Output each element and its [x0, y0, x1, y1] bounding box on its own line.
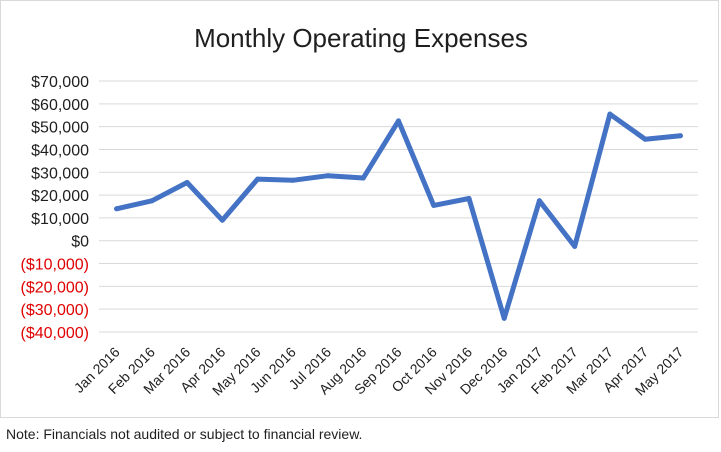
data-point — [607, 111, 613, 117]
data-point — [396, 118, 401, 124]
footnote: Note: Financials not audited or subject … — [6, 426, 363, 442]
chart-title: Monthly Operating Expenses — [194, 23, 528, 53]
y-tick-label: $40,000 — [31, 142, 89, 159]
data-point — [572, 243, 578, 249]
data-point — [255, 176, 261, 182]
expenses-series-line — [114, 111, 683, 321]
data-point — [431, 202, 437, 208]
y-tick-label: ($20,000) — [21, 279, 90, 296]
y-tick-label: ($10,000) — [21, 257, 90, 274]
data-point — [466, 196, 472, 202]
data-point — [290, 177, 296, 183]
y-tick-label: $10,000 — [31, 211, 89, 228]
data-point — [360, 175, 366, 181]
y-tick-label: $60,000 — [31, 97, 89, 114]
line-chart: Monthly Operating Expenses $70,000 $60,00… — [21, 23, 698, 399]
data-point — [501, 315, 507, 321]
data-point — [536, 198, 542, 204]
data-point — [325, 173, 331, 179]
data-points — [114, 111, 683, 321]
data-point — [219, 217, 225, 223]
y-tick-label: $70,000 — [31, 74, 89, 91]
y-tick-label: $20,000 — [31, 188, 89, 205]
data-point — [114, 206, 120, 212]
y-tick-label: ($30,000) — [21, 302, 90, 319]
y-tick-label: ($40,000) — [21, 325, 90, 342]
y-tick-label: $50,000 — [31, 120, 89, 137]
data-point — [149, 198, 155, 204]
y-tick-label: $30,000 — [31, 165, 89, 182]
data-point — [677, 133, 683, 139]
data-point — [642, 136, 648, 142]
data-point — [184, 180, 190, 186]
chart-frame: Monthly Operating Expenses $70,000 $60,00… — [0, 0, 719, 418]
y-axis-tick-labels: $70,000 $60,000 $50,000 $40,000 $30,000 $20,0… — [21, 74, 90, 342]
y-tick-label: $0 — [71, 234, 89, 251]
